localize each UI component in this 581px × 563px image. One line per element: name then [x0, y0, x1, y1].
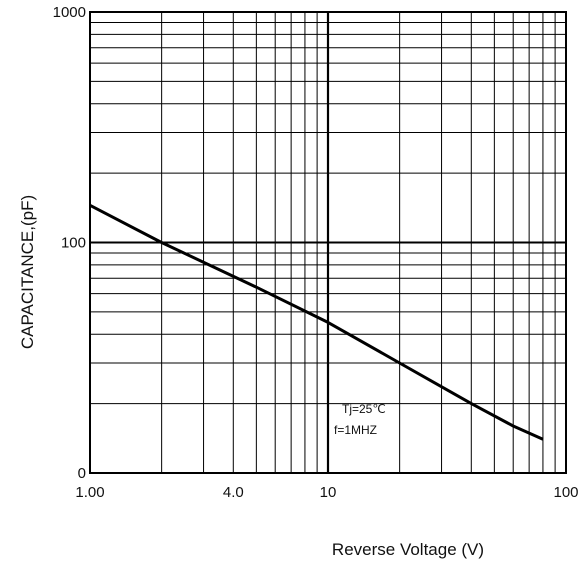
x-tick-label: 1.00 [75, 484, 104, 501]
grid [90, 12, 566, 473]
y-tick-label: 100 [61, 235, 86, 252]
annotation-temperature: Tj=25℃ [342, 402, 386, 416]
x-tick-label: 4.0 [223, 484, 244, 501]
plot-border [89, 11, 567, 474]
y-tick-label: 1000 [53, 4, 86, 21]
series-layer [89, 203, 544, 441]
plot-frame [89, 11, 567, 474]
annotation-frequency: f=1MHZ [334, 423, 377, 437]
x-axis-label: Reverse Voltage (V) [332, 540, 484, 559]
x-tick-label: 100 [553, 484, 578, 501]
y-tick-label: 0 [78, 465, 86, 482]
series-line-0 [89, 203, 544, 441]
y-axis-label: CAPACITANCE,(pF) [18, 195, 37, 349]
x-tick-label: 10 [320, 484, 337, 501]
